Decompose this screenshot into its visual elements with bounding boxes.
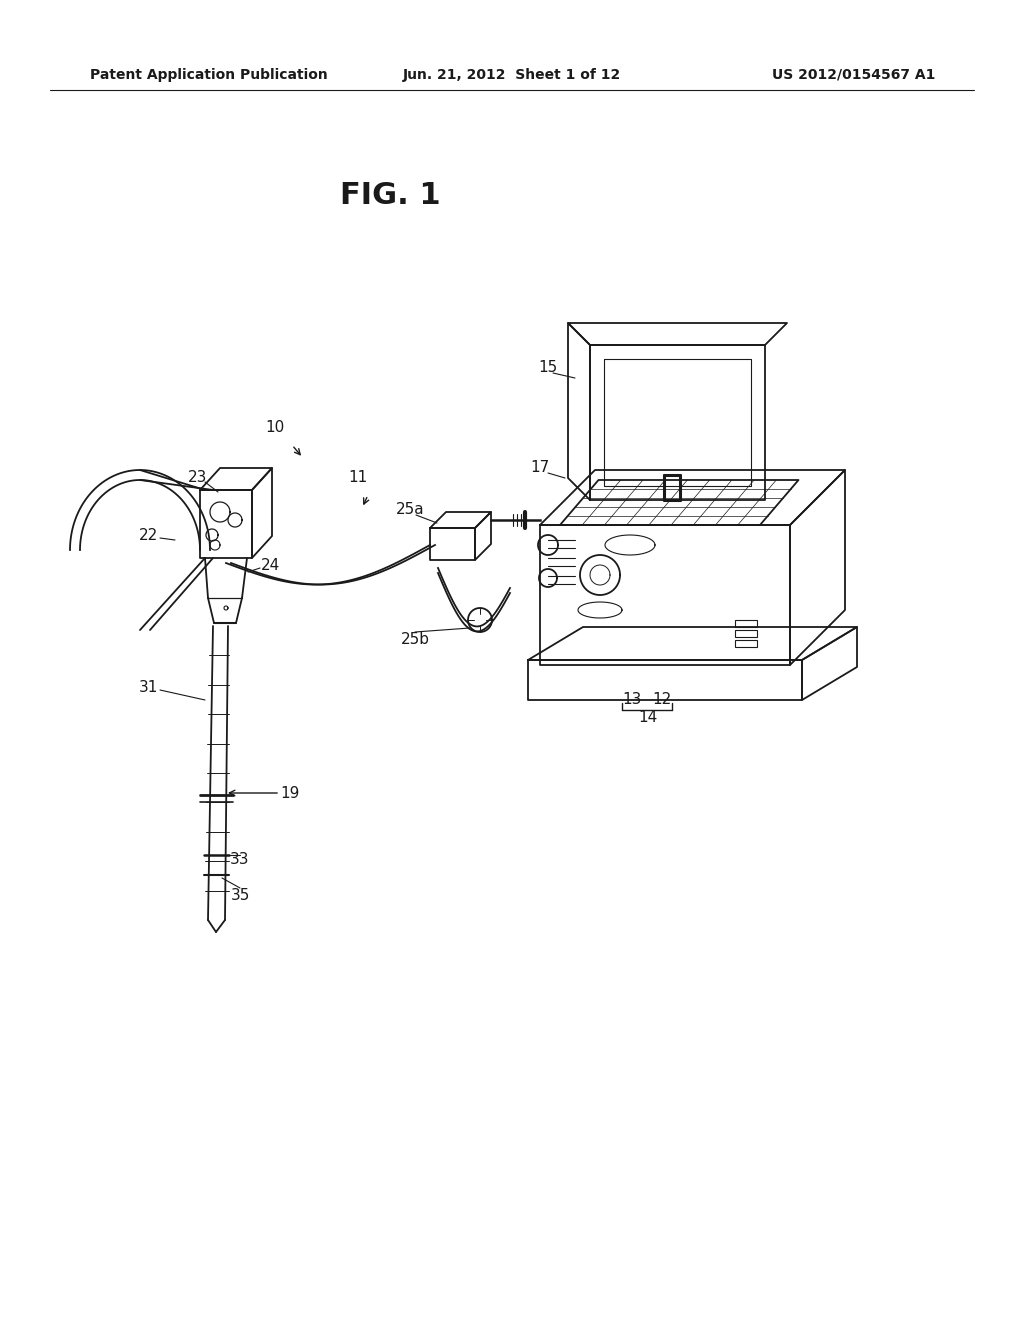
Text: 25b: 25b [400,632,429,648]
Text: 15: 15 [539,360,558,375]
Bar [735,630,757,638]
Text: 22: 22 [138,528,158,543]
Text: 33: 33 [230,853,250,867]
Text: 17: 17 [530,461,550,475]
Text: 10: 10 [265,421,285,436]
Bar [735,620,757,627]
Text: 24: 24 [260,557,280,573]
Text: 13: 13 [623,693,642,708]
Text: 14: 14 [638,710,657,726]
Text: 11: 11 [348,470,368,486]
Text: 12: 12 [652,693,672,708]
Text: 25a: 25a [395,503,424,517]
Text: Patent Application Publication: Patent Application Publication [90,69,328,82]
Bar [735,640,757,647]
Text: 23: 23 [188,470,208,486]
Text: US 2012/0154567 A1: US 2012/0154567 A1 [772,69,935,82]
Text: 19: 19 [281,785,300,800]
Text: 31: 31 [138,681,158,696]
Text: 35: 35 [230,887,250,903]
Text: FIG. 1: FIG. 1 [340,181,440,210]
Text: Jun. 21, 2012  Sheet 1 of 12: Jun. 21, 2012 Sheet 1 of 12 [402,69,622,82]
